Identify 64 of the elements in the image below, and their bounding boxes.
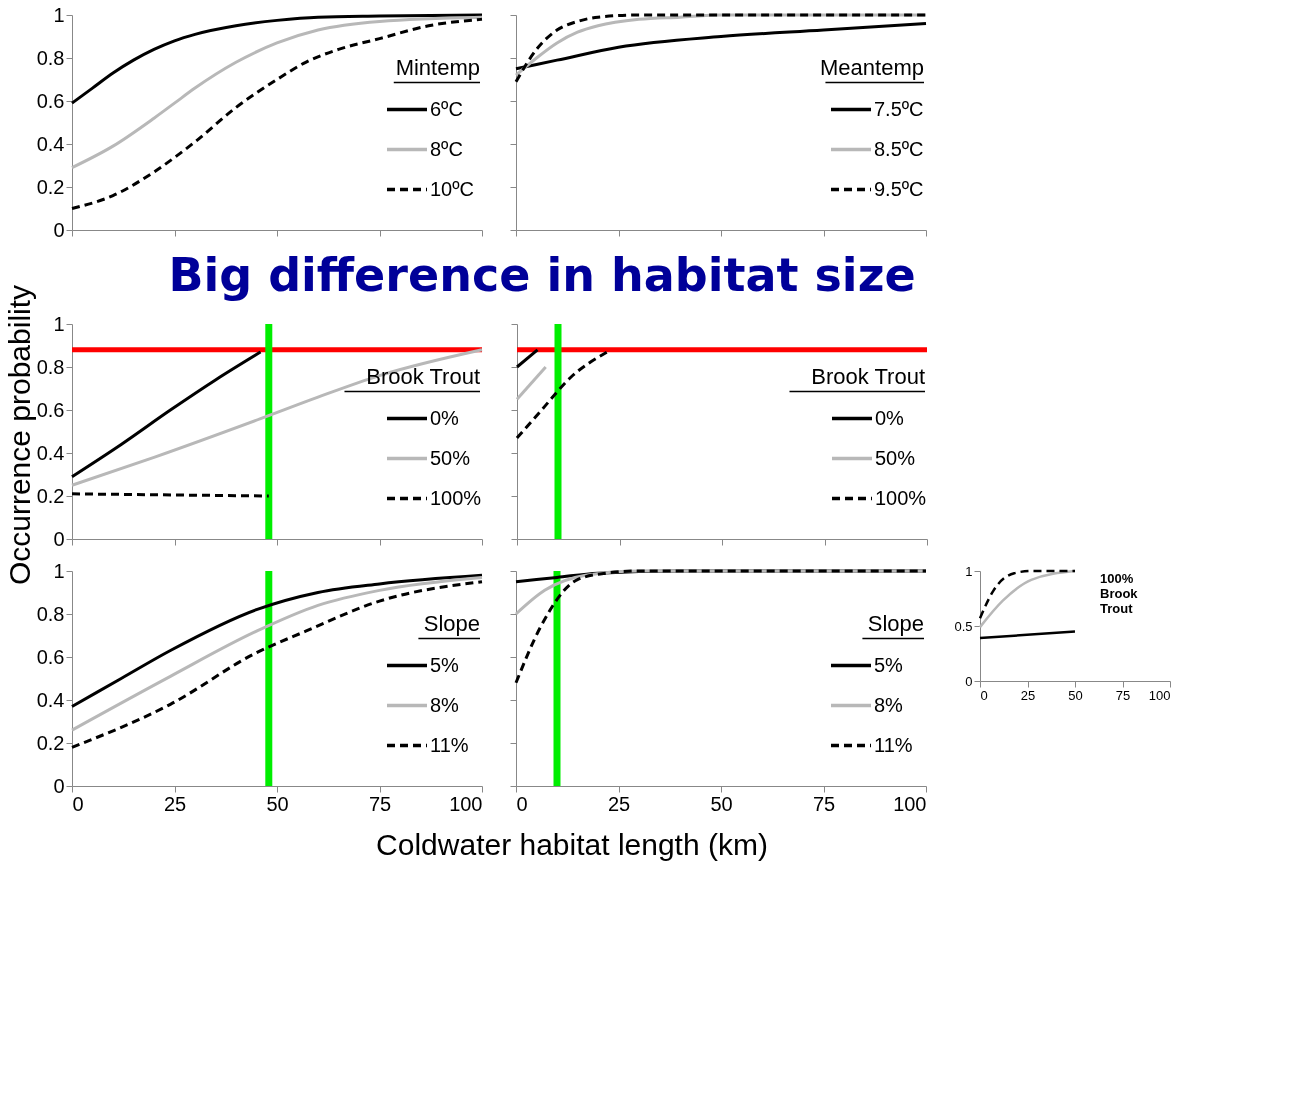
y-tick-label: 0.4	[36, 441, 65, 464]
y-tick-label: 0	[53, 527, 65, 550]
annotation: 100% Brook Trout	[1100, 571, 1139, 616]
legend-label: 0%	[875, 406, 905, 429]
x-tick-label: 25	[1020, 687, 1036, 703]
y-tick-label: 0.8	[36, 46, 65, 69]
text: Big difference in habitat size	[168, 248, 916, 302]
x-tick-label: 100	[893, 792, 927, 815]
y-tick-label: 0.2	[36, 731, 65, 754]
legend-label: 8ºC	[430, 137, 463, 160]
x-tick-label: 50	[710, 792, 733, 815]
legend-label: 50%	[430, 446, 471, 469]
x-tick-label: 0	[72, 792, 84, 815]
y-tick-label: 0.2	[36, 484, 65, 507]
legend-label: 0%	[430, 406, 460, 429]
y-tick-label: 0.8	[36, 355, 65, 378]
legend-label: 50%	[875, 446, 916, 469]
legend-label: 7.5ºC	[874, 97, 924, 120]
y-tick-label: 0	[53, 774, 65, 797]
x-tick-label: 75	[368, 792, 392, 815]
legend-title: Mintemp	[395, 54, 480, 80]
x-axis-title: Coldwater habitat length (km)	[376, 828, 768, 861]
legend-title: Brook Trout	[366, 363, 480, 389]
y-tick-label: 0.6	[36, 89, 65, 112]
legend-label: 100%	[875, 486, 927, 509]
legend-label: 100%	[430, 486, 482, 509]
y-tick-label: 1	[53, 559, 65, 582]
y-tick-label: 0.2	[36, 175, 65, 198]
legend-title: Slope	[423, 610, 480, 636]
x-tick-label: 0	[980, 687, 988, 703]
y-tick-label: 1	[965, 563, 973, 579]
y-tick-label: 0.6	[36, 645, 65, 668]
legend-label: 9.5ºC	[874, 177, 924, 200]
legend-title: Slope	[867, 610, 924, 636]
y-tick-label: 0.6	[36, 398, 65, 421]
legend-label: 8.5ºC	[874, 137, 924, 160]
legend-label: 10ºC	[430, 177, 474, 200]
x-tick-label: 25	[607, 792, 631, 815]
y-tick-label: 0.4	[36, 132, 65, 155]
y-axis-title: Occurrence probability	[3, 284, 36, 586]
legend-label: 5%	[430, 653, 460, 676]
y-tick-label: 1	[53, 312, 65, 335]
x-tick-label: 0	[516, 792, 528, 815]
x-tick-label: 25	[163, 792, 187, 815]
y-tick-label: 0	[53, 218, 65, 241]
x-tick-label: 100	[1148, 687, 1171, 703]
legend-label: 11%	[430, 733, 469, 756]
y-tick-label: 0.8	[36, 602, 65, 625]
y-tick-label: 0.4	[36, 688, 65, 711]
x-tick-label: 50	[1068, 687, 1083, 703]
legend-label: 6ºC	[430, 97, 463, 120]
x-tick-label: 75	[812, 792, 836, 815]
y-tick-label: 1	[53, 3, 65, 26]
y-tick-label: 0.5	[954, 618, 973, 634]
y-tick-label: 0	[965, 673, 973, 689]
x-tick-label: 100	[449, 792, 483, 815]
x-tick-label: 50	[266, 792, 289, 815]
legend-label: 11%	[874, 733, 913, 756]
legend-title: Meantemp	[820, 54, 924, 80]
legend-label: 5%	[874, 653, 904, 676]
legend-label: 8%	[874, 693, 904, 716]
legend-title: Brook Trout	[811, 363, 925, 389]
legend-label: 8%	[430, 693, 460, 716]
x-tick-label: 75	[1115, 687, 1131, 703]
